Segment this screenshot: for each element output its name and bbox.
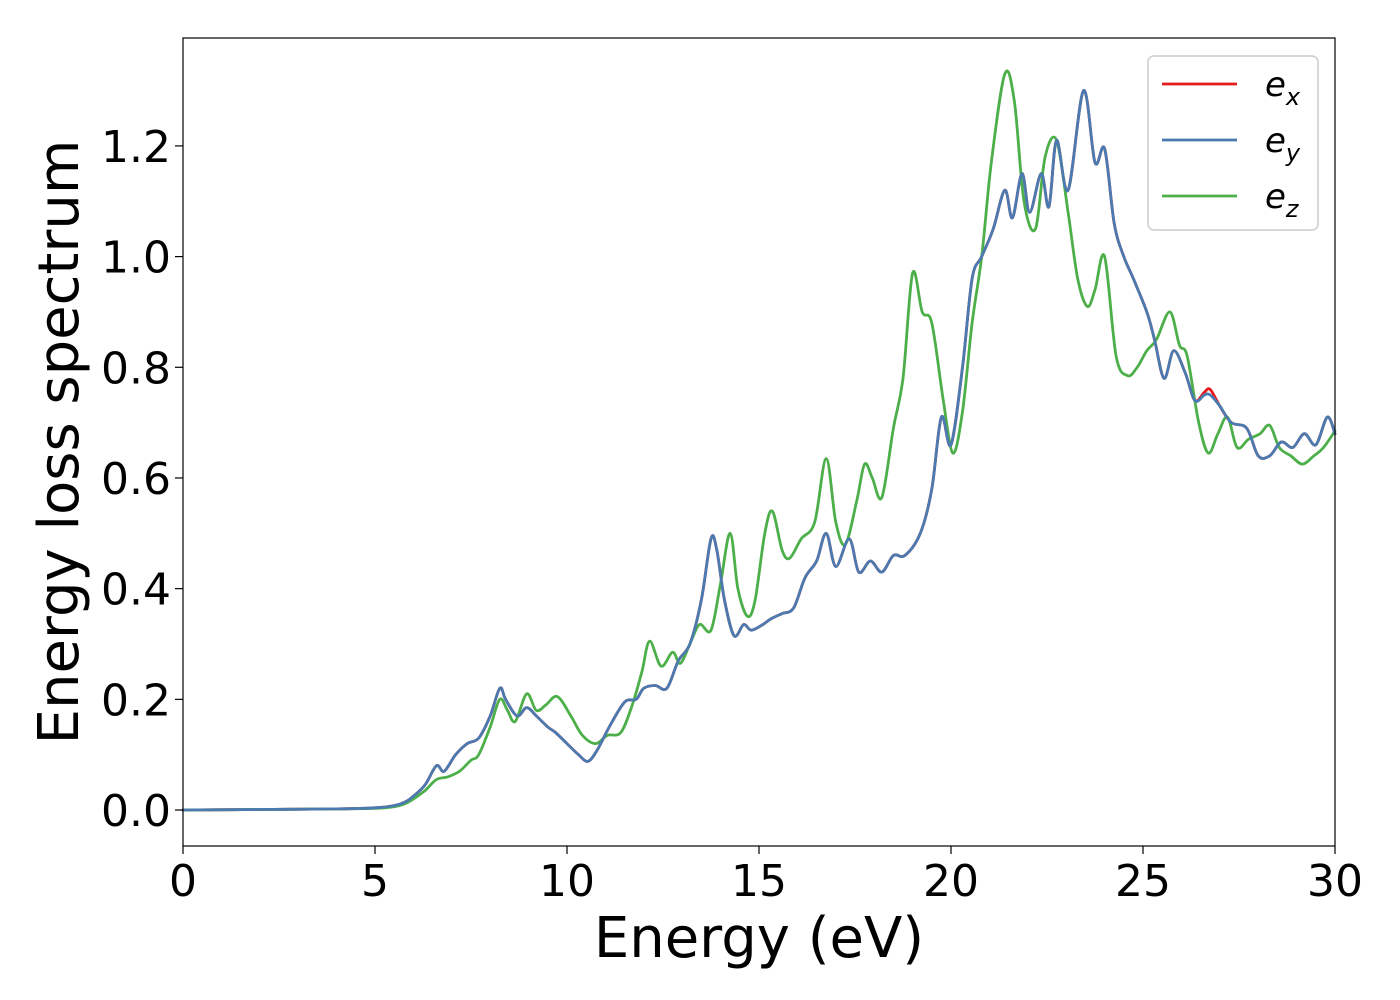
legend-label-base: e: [1265, 65, 1286, 105]
series-line-y: [181, 89, 1337, 812]
x-tick-label: 15: [731, 856, 787, 907]
x-tick-label: 5: [361, 856, 389, 907]
series-line-z: [181, 69, 1337, 812]
legend-label-z: ez: [1265, 177, 1300, 223]
legend-label-base: e: [1265, 177, 1286, 217]
y-axis-label: Energy loss spectrum: [27, 140, 92, 745]
legend-label-subscript: z: [1285, 195, 1300, 223]
y-tick-label: 0.0: [101, 786, 171, 837]
x-tick-label: 30: [1307, 856, 1363, 907]
legend-label-subscript: x: [1285, 83, 1301, 111]
y-tick-label: 0.4: [101, 565, 171, 616]
legend-box: [1147, 55, 1319, 231]
y-tick-label: 0.2: [101, 675, 171, 726]
y-tick-label: 0.6: [101, 454, 171, 505]
x-tick-label: 20: [923, 856, 979, 907]
x-axis-label: Energy (eV): [594, 906, 924, 971]
y-tick-label: 1.0: [101, 233, 171, 284]
legend-label-base: e: [1265, 121, 1286, 161]
x-tick-label: 10: [539, 856, 595, 907]
legend-label-subscript: y: [1285, 139, 1301, 167]
x-axis: 0 5 10 15 20 25 30: [169, 846, 1363, 907]
x-tick-label: 0: [169, 856, 197, 907]
plot-background: [183, 38, 1335, 846]
series-layer: [181, 69, 1337, 812]
x-tick-label: 25: [1115, 856, 1171, 907]
legend-label-x: ex: [1265, 65, 1301, 111]
y-tick-label: 1.2: [101, 122, 171, 173]
legend-label-y: ey: [1265, 121, 1301, 167]
y-axis: 0.0 0.2 0.4 0.6 0.8 1.0 1.2: [101, 122, 183, 837]
y-tick-label: 0.8: [101, 343, 171, 394]
